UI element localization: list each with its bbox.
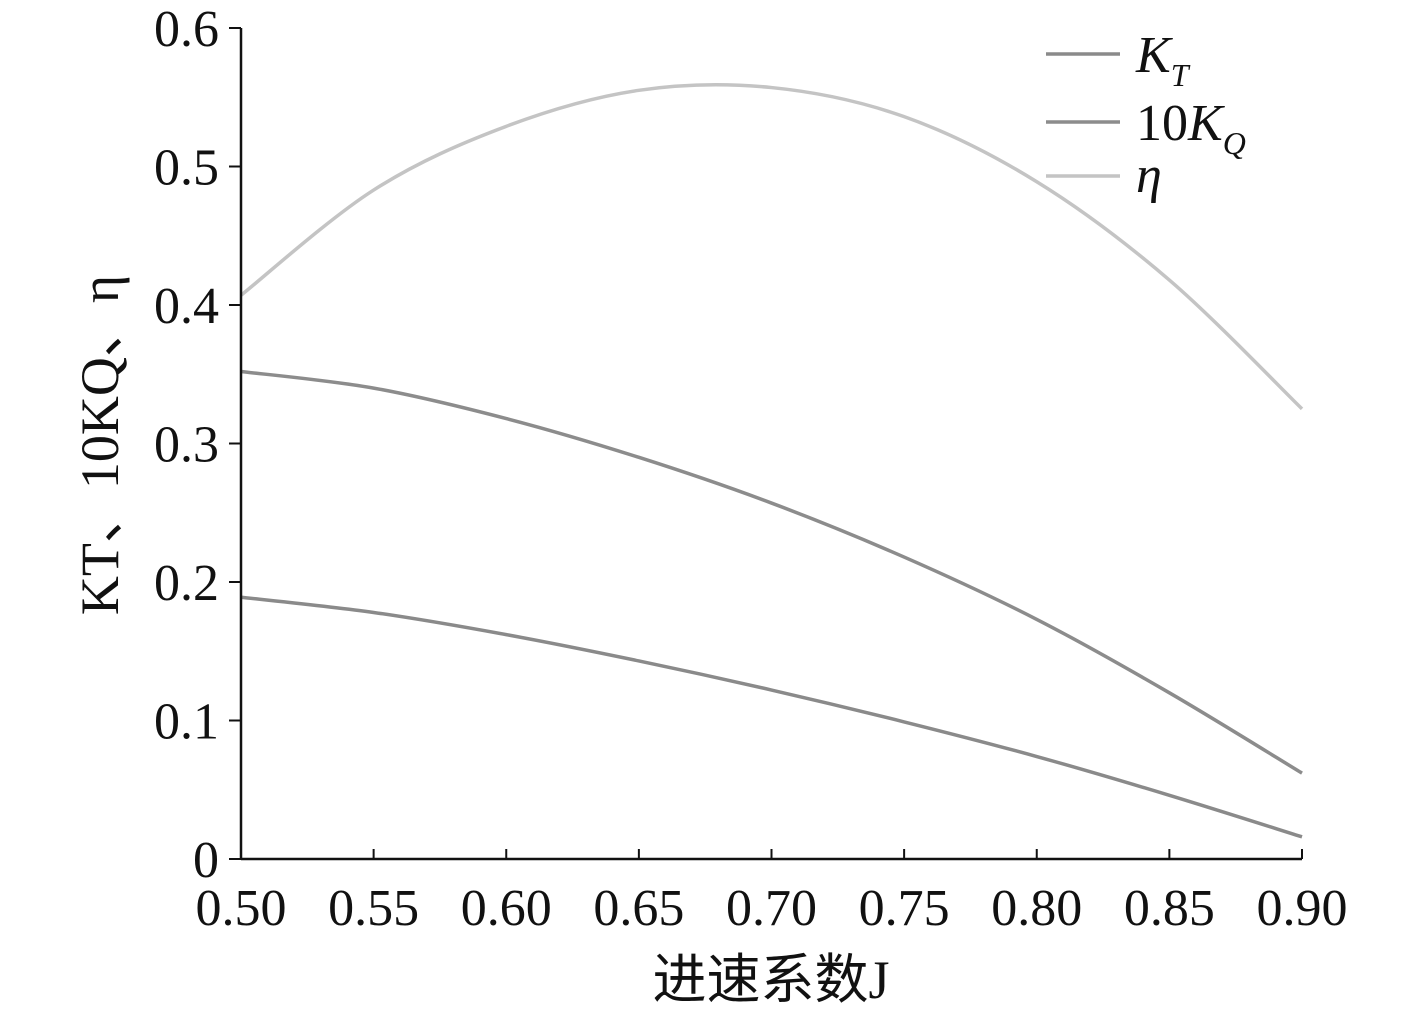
legend: KT 10KQ η: [1046, 27, 1246, 204]
x-tick-label: 0.60: [461, 880, 552, 937]
y-axis-title: KT、10KQ、η: [70, 275, 130, 615]
legend-label-kt: KT: [1135, 27, 1191, 93]
y-tick-label: 0.4: [154, 278, 219, 335]
x-tick-label: 0.70: [726, 880, 817, 937]
y-tick-label: 0.2: [154, 555, 219, 612]
y-tick-label: 0: [193, 832, 219, 889]
x-tick-label: 0.85: [1124, 880, 1215, 937]
legend-10kq-sub: Q: [1223, 125, 1246, 161]
series-line-eta: [239, 83, 1304, 411]
y-tick-label: 0.5: [154, 140, 219, 197]
legend-10kq-main: K: [1187, 95, 1225, 152]
y-tick-label: 0.6: [154, 1, 219, 58]
legend-kt-main: K: [1135, 27, 1173, 84]
legend-label-eta: η: [1136, 147, 1162, 204]
y-axis-title-group: KT、10KQ、η: [70, 275, 130, 615]
ticks-layer: 0 0.1 0.2 0.3 0.4 0.5 0.6 0.50 0.55 0.60 0.65 0.70 0…: [154, 1, 1348, 937]
series-layer: [239, 83, 1304, 839]
legend-10kq-num: 10: [1136, 95, 1188, 152]
legend-label-10kq: 10KQ: [1136, 95, 1246, 161]
y-tick-label: 0.3: [154, 417, 219, 474]
x-axis-title: 进速系数J: [652, 950, 889, 1010]
x-tick-label: 0.75: [859, 880, 950, 937]
x-tick-label: 0.55: [328, 880, 419, 937]
x-tick-label: 0.50: [196, 880, 287, 937]
y-tick-label: 0.1: [154, 694, 219, 751]
x-tick-label: 0.65: [593, 880, 684, 937]
legend-kt-sub: T: [1171, 57, 1191, 93]
series-line-kt: [240, 595, 1303, 839]
x-tick-label: 0.90: [1257, 880, 1348, 937]
x-tick-label: 0.80: [991, 880, 1082, 937]
series-line-10kq: [240, 369, 1303, 775]
